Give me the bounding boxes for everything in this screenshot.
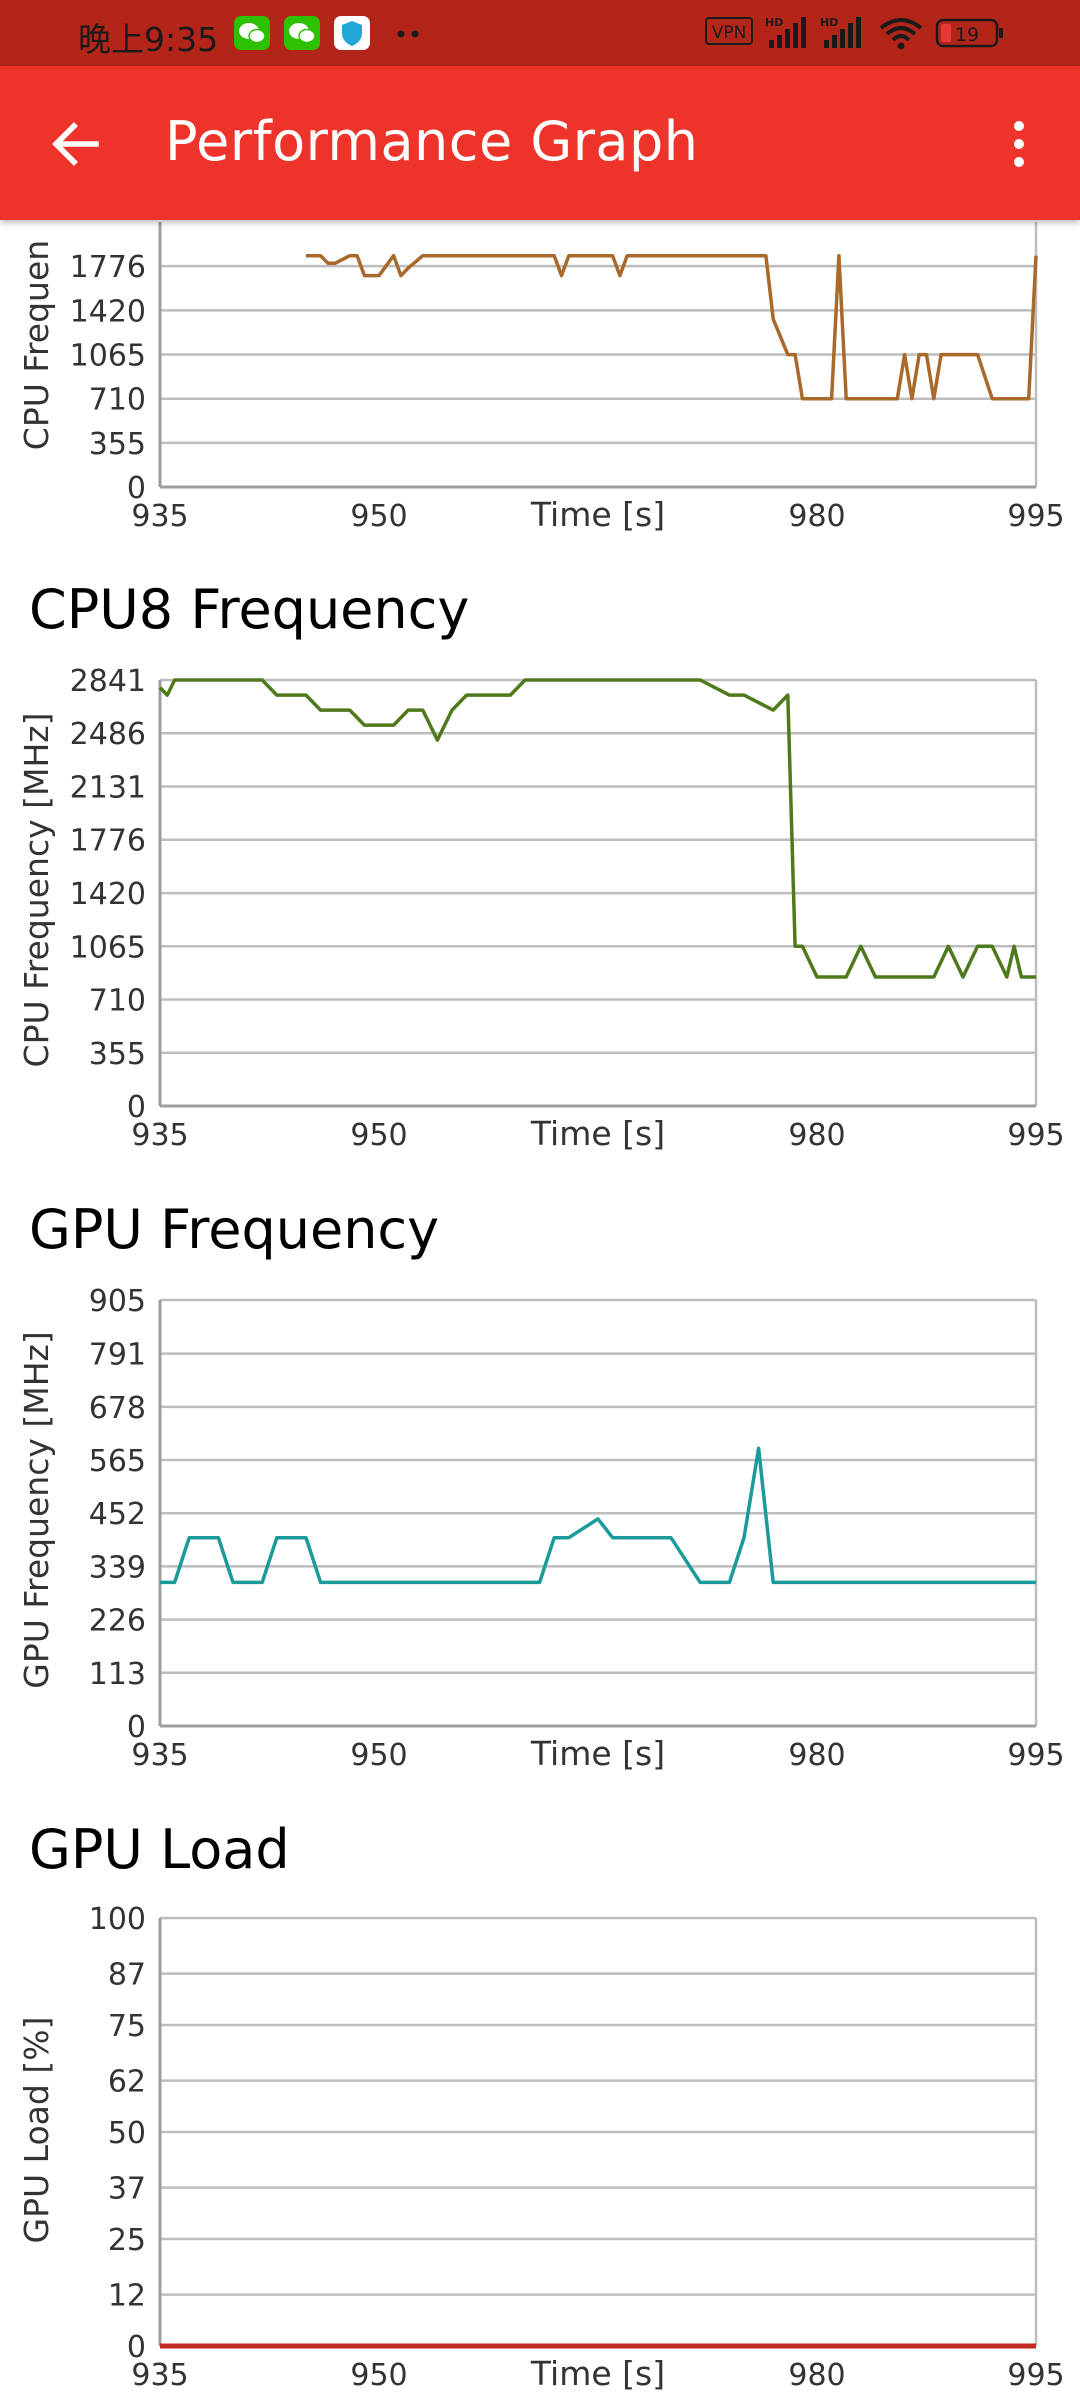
gpu-load-chart: 0 12 25 37 50 62 75 87 100 935 950 980 995 Time [s] GP…: [17, 1902, 1065, 2393]
y-tick-label: 1065: [70, 339, 146, 374]
x-tick-label: 935: [131, 499, 188, 534]
series-line: [160, 1446, 1036, 1585]
x-tick-label: 980: [788, 499, 845, 534]
y-tick-label: 1065: [70, 930, 146, 965]
arrow-back-icon[interactable]: [44, 112, 108, 176]
x-tick-label: 980: [788, 1738, 845, 1773]
gpu-frequency-section-title: GPU Frequency: [29, 1198, 440, 1261]
status-bar: 晚上9:35 VPN HD HD 1: [0, 0, 1080, 66]
x-tick-label: 950: [350, 1118, 407, 1153]
x-tick-label: 950: [350, 499, 407, 534]
y-tick-label: 452: [89, 1497, 146, 1532]
y-tick-label: 905: [89, 1284, 146, 1319]
y-tick-label: 0: [127, 1090, 146, 1125]
cpu8-section-title: CPU8 Frequency: [29, 578, 470, 641]
x-tick-label: 935: [131, 1118, 188, 1153]
x-tick-label: 950: [350, 1738, 407, 1773]
y-tick-label: 226: [89, 1604, 146, 1639]
series-line: [158, 678, 1036, 979]
y-tick-label: 12: [108, 2279, 146, 2314]
x-tick-label: 935: [131, 2358, 188, 2393]
cpu-frequency-chart: 0 355 710 1065 1420 1776 935 950 980 995 Time [s] C…: [17, 222, 1065, 534]
y-tick-label: 62: [108, 2065, 146, 2100]
x-tick-label: 980: [788, 2358, 845, 2393]
cpu8-frequency-chart: 0 355 710 1065 1420 1776 2131 2486 2841 935 950 980…: [17, 664, 1065, 1153]
wechat-icon: [234, 16, 270, 50]
y-tick-label: 87: [108, 1958, 146, 1993]
wifi-icon: [879, 18, 923, 50]
wechat-icon: [284, 16, 320, 50]
x-tick-label: 980: [788, 1118, 845, 1153]
hd-label: HD: [820, 16, 838, 29]
y-tick-label: 75: [108, 2009, 146, 2044]
y-tick-label: 2841: [70, 664, 146, 699]
vpn-label: VPN: [712, 23, 747, 43]
y-tick-label: 678: [89, 1391, 146, 1426]
series-line: [306, 253, 1038, 401]
page-title: Performance Graph: [165, 110, 699, 173]
y-tick-label: 1420: [70, 877, 146, 912]
x-tick-label: 950: [350, 2358, 407, 2393]
status-time: 晚上9:35: [78, 20, 219, 59]
y-tick-label: 355: [89, 1037, 146, 1072]
y-tick-label: 0: [127, 2330, 146, 2365]
vpn-icon: VPN: [705, 17, 753, 45]
y-tick-label: 1776: [70, 824, 146, 859]
x-tick-label: 995: [1007, 499, 1064, 534]
gpu-load-section-title: GPU Load: [29, 1818, 290, 1881]
x-tick-label: 995: [1007, 1738, 1064, 1773]
battery-level: 19: [955, 24, 979, 46]
x-tick-label: 935: [131, 1738, 188, 1773]
more-notifications-icon: [397, 30, 419, 38]
y-tick-label: 791: [89, 1338, 146, 1373]
y-tick-label: 1420: [70, 294, 146, 329]
y-tick-label: 565: [89, 1444, 146, 1479]
x-tick-label: 995: [1007, 1118, 1064, 1153]
y-tick-label: 2486: [70, 717, 146, 752]
shield-app-icon: [334, 16, 370, 50]
y-tick-label: 100: [89, 1902, 146, 1937]
x-axis-label: Time [s]: [530, 1114, 665, 1153]
x-axis-label: Time [s]: [530, 495, 665, 534]
y-axis-label: CPU Frequency [MHz]: [17, 713, 56, 1068]
gpu-frequency-chart: 0 113 226 339 452 565 678 791 905 935 950 980 995 Tim…: [17, 1284, 1065, 1773]
y-tick-label: 355: [89, 427, 146, 462]
x-tick-label: 995: [1007, 2358, 1064, 2393]
y-tick-label: 710: [89, 984, 146, 1019]
signal-icon: HD: [765, 16, 806, 48]
y-tick-label: 2131: [70, 770, 146, 805]
y-tick-label: 710: [89, 383, 146, 418]
app-bar: Performance Graph: [0, 66, 1080, 220]
y-tick-label: 1776: [70, 250, 146, 285]
x-axis-label: Time [s]: [530, 2354, 665, 2393]
y-tick-label: 0: [127, 471, 146, 506]
y-tick-label: 25: [108, 2223, 146, 2258]
signal-icon: HD: [820, 16, 861, 48]
y-tick-label: 50: [108, 2116, 146, 2151]
x-axis-label: Time [s]: [530, 1734, 665, 1773]
y-axis-label: GPU Load [%]: [17, 2017, 56, 2244]
y-axis-label: CPU Frequen: [17, 240, 56, 450]
y-tick-label: 0: [127, 1710, 146, 1745]
y-tick-label: 37: [108, 2172, 146, 2207]
y-axis-label: GPU Frequency [MHz]: [17, 1331, 56, 1688]
more-vert-icon[interactable]: [994, 112, 1044, 176]
y-tick-label: 113: [89, 1657, 146, 1692]
hd-label: HD: [765, 16, 783, 29]
battery-icon: 19: [935, 18, 1003, 48]
y-tick-label: 339: [89, 1550, 146, 1585]
